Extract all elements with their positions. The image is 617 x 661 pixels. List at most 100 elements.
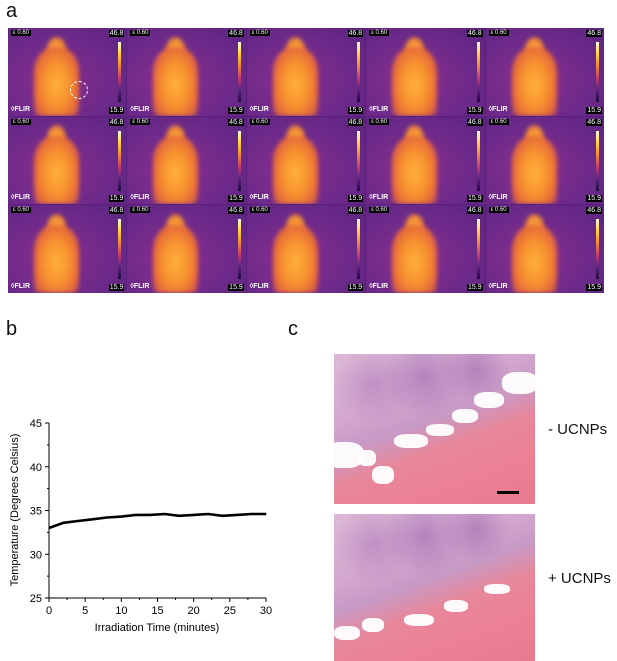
emissivity-label: ε 0.60 <box>369 118 390 125</box>
emissivity-label: ε 0.60 <box>369 207 390 214</box>
ironbow-colorbar <box>237 130 241 191</box>
ironbow-colorbar <box>596 219 599 280</box>
flir-logo: ◊FLIR <box>130 105 150 113</box>
panel-label-a: a <box>6 0 18 22</box>
emissivity-label: ε 0.60 <box>369 30 390 36</box>
flir-logo: ◊FLIR <box>369 194 389 202</box>
ironbow-colorbar <box>118 219 122 280</box>
data-point <box>149 514 151 516</box>
x-tick-label: 25 <box>224 605 236 617</box>
thermal-frame: ε 0.60 46.8 15.9 ◊FLIR <box>127 28 246 116</box>
emissivity-label: ε 0.60 <box>130 30 151 36</box>
flir-logo: ◊FLIR <box>11 194 31 202</box>
min-temp-label: 15.9 <box>347 283 364 291</box>
data-point <box>164 513 166 515</box>
ironbow-colorbar <box>237 219 241 280</box>
max-temp-label: 46.8 <box>347 207 364 215</box>
data-point <box>135 514 137 516</box>
x-axis-label: Irradiation Time (minutes) <box>95 622 220 634</box>
emissivity-label: ε 0.60 <box>11 207 32 214</box>
x-tick-label: 15 <box>151 605 163 617</box>
emissivity-label: ε 0.60 <box>11 30 32 36</box>
ironbow-colorbar <box>357 130 361 191</box>
y-tick-label: 40 <box>30 462 42 474</box>
label-plus-ucnps: + UCNPs <box>548 570 611 587</box>
flir-logo: ◊FLIR <box>130 282 150 290</box>
max-temp-label: 46.8 <box>586 207 602 215</box>
max-temp-label: 46.8 <box>586 118 602 126</box>
emissivity-label: ε 0.60 <box>488 207 509 214</box>
min-temp-label: 15.9 <box>228 106 244 114</box>
flir-logo: ◊FLIR <box>249 105 269 113</box>
max-temp-label: 46.8 <box>108 30 125 37</box>
max-temp-label: 46.8 <box>108 118 125 126</box>
flir-logo: ◊FLIR <box>488 105 508 113</box>
label-minus-ucnps: - UCNPs <box>548 421 608 438</box>
thermal-frame: ε 0.60 46.8 15.9 ◊FLIR <box>8 28 127 116</box>
x-tick-label: 0 <box>46 605 52 617</box>
flir-logo: ◊FLIR <box>11 282 31 290</box>
ironbow-colorbar <box>596 130 599 191</box>
data-point <box>77 520 79 522</box>
ironbow-colorbar <box>476 42 480 102</box>
measurement-circle <box>69 80 88 99</box>
max-temp-label: 46.8 <box>228 30 244 37</box>
flir-logo: ◊FLIR <box>488 194 508 202</box>
data-point <box>207 513 209 515</box>
x-tick-label: 10 <box>115 605 127 617</box>
y-tick-label: 35 <box>30 506 42 518</box>
min-temp-label: 15.9 <box>228 195 244 203</box>
flir-logo: ◊FLIR <box>130 194 150 202</box>
min-temp-label: 15.9 <box>108 283 125 291</box>
min-temp-label: 15.9 <box>347 106 364 114</box>
flir-logo: ◊FLIR <box>369 282 389 290</box>
thermal-frame: ε 0.60 46.8 15.9 ◊FLIR <box>485 28 604 116</box>
max-temp-label: 46.8 <box>586 30 602 37</box>
y-axis-label: Temperature (Degrees Celsius) <box>9 434 21 587</box>
flir-logo: ◊FLIR <box>488 282 508 290</box>
emissivity-label: ε 0.60 <box>130 207 151 214</box>
x-tick-label: 20 <box>188 605 200 617</box>
ironbow-colorbar <box>118 42 122 102</box>
min-temp-label: 15.9 <box>586 195 602 203</box>
thermal-frame: ε 0.60 46.8 15.9 ◊FLIR <box>8 116 127 205</box>
data-point <box>106 516 108 519</box>
data-point <box>222 515 224 517</box>
emissivity-label: ε 0.60 <box>249 118 270 125</box>
emissivity-label: ε 0.60 <box>130 118 151 125</box>
histology-image-without-ucnps <box>334 354 535 504</box>
panel-label-b: b <box>6 318 18 340</box>
data-point <box>120 516 122 518</box>
min-temp-label: 15.9 <box>466 195 483 203</box>
min-temp-label: 15.9 <box>108 195 125 203</box>
max-temp-label: 46.8 <box>108 207 125 215</box>
flir-logo: ◊FLIR <box>11 105 31 113</box>
ironbow-colorbar <box>357 42 361 102</box>
min-temp-label: 15.9 <box>466 106 483 114</box>
max-temp-label: 46.8 <box>466 118 483 126</box>
data-point <box>178 515 180 517</box>
thermal-frame: ε 0.60 46.8 15.9 ◊FLIR <box>127 205 246 293</box>
data-point <box>193 514 195 516</box>
chart-ticks: 0 5 10 15 20 25 30 25 30 35 40 45 <box>30 418 272 617</box>
histology-image-with-ucnps <box>334 514 535 661</box>
min-temp-label: 15.9 <box>586 283 602 291</box>
panel-label-c: c <box>288 318 298 340</box>
thermal-frame: ε 0.60 46.8 15.9 ◊FLIR <box>366 116 485 205</box>
flir-logo: ◊FLIR <box>249 194 269 202</box>
data-point <box>62 522 65 524</box>
min-temp-label: 15.9 <box>347 195 364 203</box>
min-temp-label: 15.9 <box>108 106 125 114</box>
min-temp-label: 15.9 <box>466 283 483 291</box>
y-tick-label: 30 <box>30 549 42 561</box>
ironbow-colorbar <box>476 130 480 191</box>
chart-axes <box>48 423 266 599</box>
series-points <box>48 513 267 529</box>
thermal-frame: ε 0.60 46.8 15.9 ◊FLIR <box>366 205 485 293</box>
thermal-frame: ε 0.60 46.8 15.9 ◊FLIR <box>8 205 127 293</box>
ironbow-colorbar <box>596 42 599 102</box>
series-line <box>48 512 266 530</box>
temperature-line-chart: 0 5 10 15 20 25 30 25 30 35 40 45 Irradiation Time … <box>9 418 272 634</box>
emissivity-label: ε 0.60 <box>11 118 32 125</box>
thermal-frame: ε 0.60 46.8 15.9 ◊FLIR <box>485 205 604 293</box>
